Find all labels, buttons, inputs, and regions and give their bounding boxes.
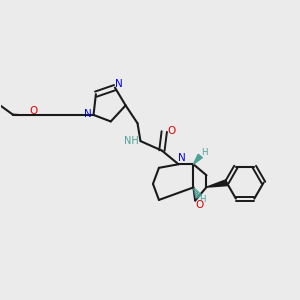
Text: N: N bbox=[178, 153, 186, 163]
Text: H: H bbox=[199, 195, 206, 204]
Text: N: N bbox=[84, 109, 92, 119]
Text: H: H bbox=[201, 148, 208, 158]
Polygon shape bbox=[206, 180, 227, 187]
Text: O: O bbox=[29, 106, 38, 116]
Polygon shape bbox=[194, 154, 202, 164]
Text: O: O bbox=[167, 126, 175, 136]
Text: O: O bbox=[195, 200, 203, 210]
Text: NH: NH bbox=[124, 136, 139, 146]
Text: N: N bbox=[115, 79, 122, 89]
Text: methoxy: methoxy bbox=[12, 113, 19, 114]
